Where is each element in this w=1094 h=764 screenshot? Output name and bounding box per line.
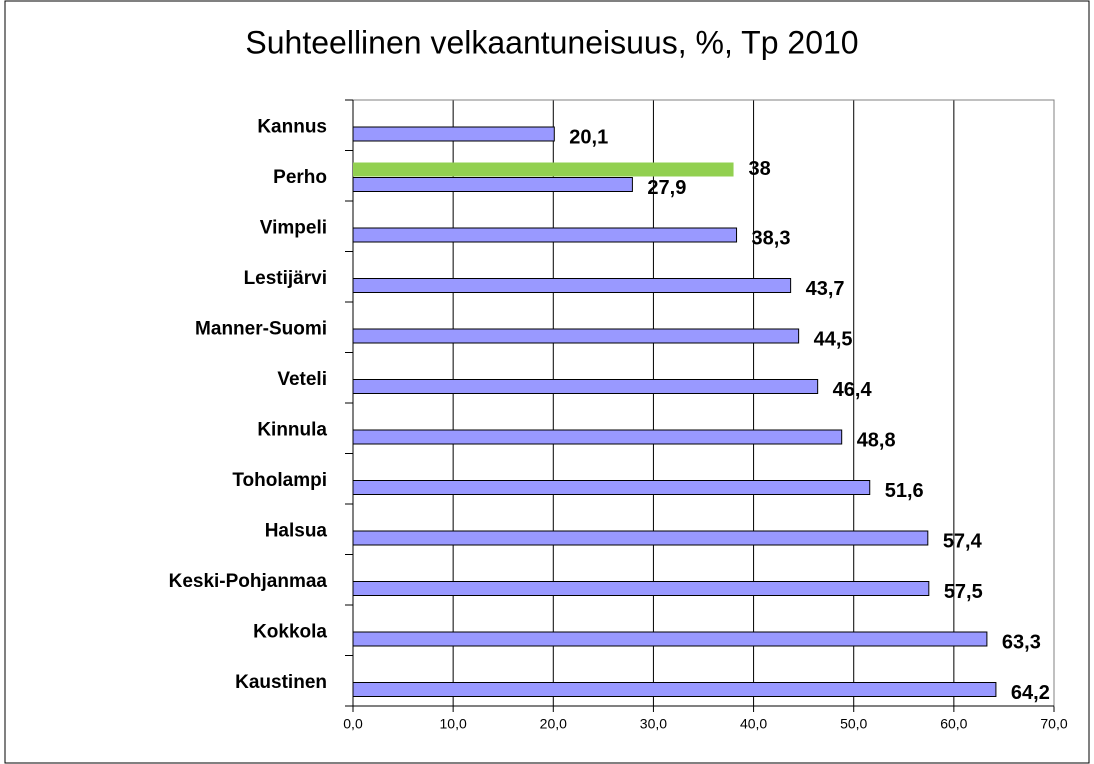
bar xyxy=(352,177,633,192)
y-tick-label: Perho xyxy=(273,167,327,188)
value-label: 38,3 xyxy=(752,227,791,249)
value-label: 57,4 xyxy=(943,530,983,552)
bar xyxy=(352,480,871,495)
value-label: 63,3 xyxy=(1002,631,1041,653)
y-tick-label: Kaustinen xyxy=(235,672,327,693)
bar xyxy=(352,379,819,394)
y-tick-label: Vimpeli xyxy=(260,217,327,238)
value-label: 48,8 xyxy=(857,429,896,451)
bar xyxy=(352,126,555,142)
bar xyxy=(353,162,734,177)
bar xyxy=(352,227,738,243)
bar xyxy=(352,328,800,344)
value-label: 27,9 xyxy=(647,177,686,199)
bar xyxy=(352,581,930,596)
x-tick-label: 30,0 xyxy=(640,716,667,732)
x-tick-label: 60,0 xyxy=(940,716,967,732)
y-tick-label: Halsua xyxy=(265,520,328,541)
y-tick-label: Toholampi xyxy=(232,470,327,491)
bar xyxy=(352,631,988,647)
x-tick-label: 0,0 xyxy=(343,716,363,732)
x-tick-label: 50,0 xyxy=(840,716,867,732)
value-label: 44,5 xyxy=(814,328,853,350)
bar xyxy=(352,682,997,697)
y-tick-label: Kinnula xyxy=(257,419,327,440)
value-label: 51,6 xyxy=(885,480,924,502)
y-tick-label: Lestijärvi xyxy=(244,268,327,289)
y-tick-label: Veteli xyxy=(277,369,327,390)
y-tick-label: Kannus xyxy=(257,116,327,137)
x-tick-label: 40,0 xyxy=(740,716,767,732)
y-tick-label: Manner-Suomi xyxy=(195,318,327,339)
value-label: 20,1 xyxy=(569,126,608,148)
x-tick-label: 70,0 xyxy=(1040,716,1067,732)
value-label: 57,5 xyxy=(944,581,983,603)
y-tick-label: Keski-Pohjanmaa xyxy=(169,571,328,592)
bar xyxy=(352,429,843,445)
x-tick-label: 10,0 xyxy=(440,716,467,732)
chart-title: Suhteellinen velkaantuneisuus, %, Tp 201… xyxy=(245,24,858,60)
bar xyxy=(352,278,792,293)
y-tick-label: Kokkola xyxy=(253,621,327,642)
value-label: 38 xyxy=(749,158,771,180)
x-tick-label: 20,0 xyxy=(540,716,567,732)
value-label: 46,4 xyxy=(833,379,873,401)
value-label: 64,2 xyxy=(1011,682,1050,704)
value-label: 43,7 xyxy=(806,278,845,300)
bar xyxy=(352,530,929,546)
